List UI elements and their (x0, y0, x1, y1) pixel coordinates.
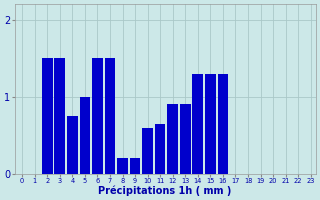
Bar (54, 58, 65, 174)
Bar (218, 74, 228, 174)
Bar (142, 128, 153, 174)
Bar (155, 124, 165, 174)
Bar (67, 116, 78, 174)
X-axis label: Précipitations 1h ( mm ): Précipitations 1h ( mm ) (99, 185, 232, 196)
Bar (130, 158, 140, 174)
Bar (92, 58, 103, 174)
Bar (80, 97, 90, 174)
Bar (180, 104, 191, 174)
Bar (117, 158, 128, 174)
Bar (42, 58, 52, 174)
Bar (167, 104, 178, 174)
Bar (192, 74, 203, 174)
Bar (105, 58, 115, 174)
Bar (205, 74, 216, 174)
